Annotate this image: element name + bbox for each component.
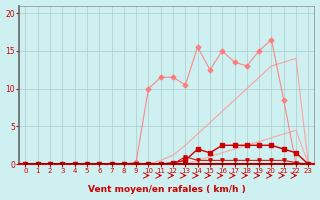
X-axis label: Vent moyen/en rafales ( km/h ): Vent moyen/en rafales ( km/h ): [88, 185, 246, 194]
